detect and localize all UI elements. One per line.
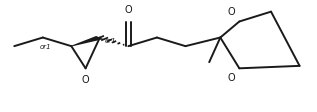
Polygon shape <box>71 36 104 46</box>
Text: or1: or1 <box>40 44 51 51</box>
Text: O: O <box>82 75 89 85</box>
Text: O: O <box>228 7 235 17</box>
Text: O: O <box>125 5 132 15</box>
Text: or1: or1 <box>105 38 116 44</box>
Text: O: O <box>228 73 235 83</box>
